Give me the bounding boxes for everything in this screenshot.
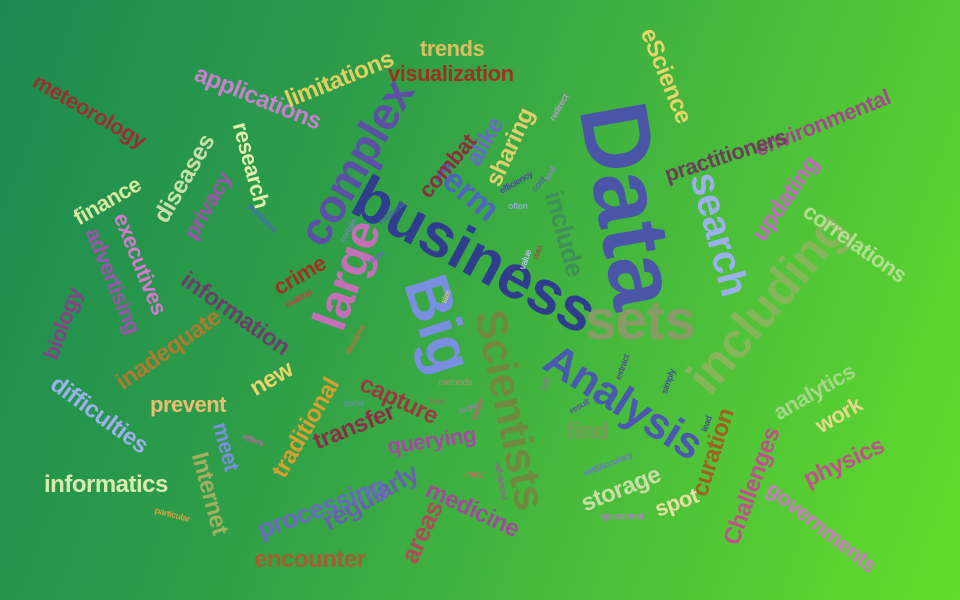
word-visualization: visualization: [388, 61, 514, 86]
word-new: new: [245, 355, 298, 402]
word-simply: simply: [659, 367, 678, 396]
word-find: find: [566, 418, 608, 445]
word-help: help: [430, 397, 445, 406]
word-areas: areas: [394, 495, 450, 568]
word-operational: operational: [600, 511, 644, 521]
word-informatics: informatics: [44, 471, 168, 498]
word-biology: biology: [38, 284, 88, 363]
word-encounter: encounter: [254, 546, 366, 573]
word-governments: governments: [761, 476, 882, 578]
word-physics: physics: [799, 431, 889, 493]
word-social: social: [344, 399, 364, 408]
word-often: often: [508, 201, 528, 211]
word-research: research: [227, 119, 275, 211]
word-sets: sets: [585, 288, 696, 351]
word-prevent: prevent: [150, 392, 226, 417]
word-may: may: [466, 469, 483, 479]
word-result: result: [567, 396, 592, 416]
word-methods: methods: [438, 377, 473, 387]
word-refers: refers: [240, 431, 266, 448]
word-trends: trends: [420, 36, 485, 61]
word-particular: particular: [153, 505, 192, 525]
word-use: use: [539, 376, 552, 391]
word-querying: querying: [385, 421, 478, 459]
word-spot: spot: [651, 482, 702, 522]
word-meteorology: meteorology: [28, 68, 151, 154]
